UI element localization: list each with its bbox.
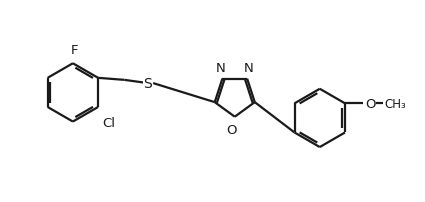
Text: F: F: [71, 44, 79, 57]
Text: O: O: [365, 97, 375, 110]
Text: CH₃: CH₃: [385, 97, 406, 110]
Text: O: O: [226, 124, 237, 137]
Text: Cl: Cl: [102, 116, 115, 129]
Text: N: N: [216, 61, 226, 74]
Text: S: S: [144, 77, 152, 91]
Text: N: N: [244, 61, 254, 74]
